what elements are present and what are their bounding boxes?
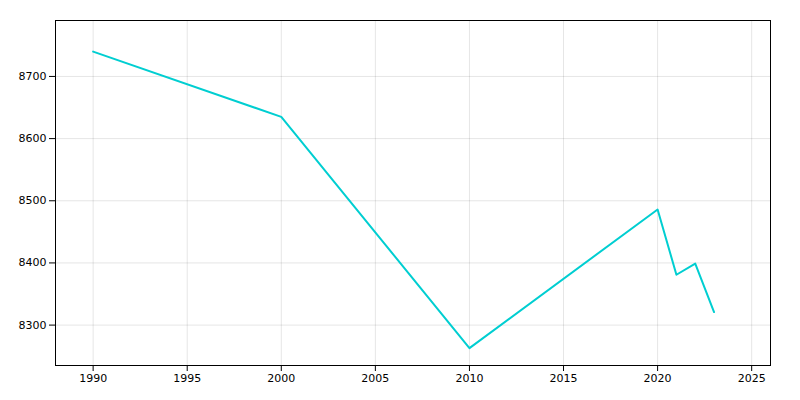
svg-text:2025: 2025 xyxy=(738,372,766,385)
svg-text:2020: 2020 xyxy=(644,372,672,385)
svg-text:8500: 8500 xyxy=(19,194,47,207)
svg-text:2010: 2010 xyxy=(455,372,483,385)
svg-text:2005: 2005 xyxy=(361,372,389,385)
svg-text:8600: 8600 xyxy=(19,132,47,145)
svg-text:2000: 2000 xyxy=(267,372,295,385)
svg-text:8400: 8400 xyxy=(19,256,47,269)
svg-text:2015: 2015 xyxy=(550,372,578,385)
svg-text:1990: 1990 xyxy=(79,372,107,385)
svg-text:8700: 8700 xyxy=(19,70,47,83)
svg-text:8300: 8300 xyxy=(19,319,47,332)
svg-text:1995: 1995 xyxy=(173,372,201,385)
